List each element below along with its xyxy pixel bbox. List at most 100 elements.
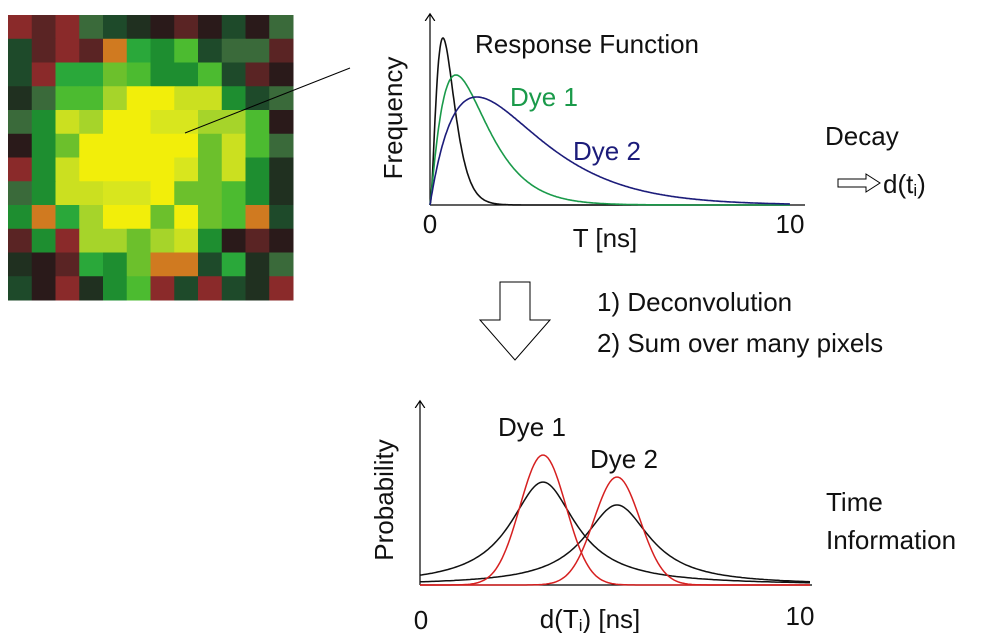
- pixel: [103, 63, 127, 87]
- pixel: [79, 15, 103, 39]
- pixel: [127, 63, 151, 87]
- pixel: [269, 110, 293, 134]
- x-label-main: d(T: [540, 604, 579, 633]
- pixel: [269, 205, 293, 229]
- series-label: Dye 1: [510, 82, 578, 112]
- pixel: [127, 86, 151, 110]
- pixel: [246, 39, 270, 63]
- pixel: [8, 39, 32, 63]
- pixel: [198, 158, 222, 182]
- pixel: [32, 15, 56, 39]
- pixel: [103, 134, 127, 158]
- pixel: [32, 253, 56, 277]
- pixel: [246, 110, 270, 134]
- pixel: [56, 86, 80, 110]
- pixel: [222, 134, 246, 158]
- decay-label: Decay: [825, 121, 899, 151]
- pixel: [32, 158, 56, 182]
- pixel: [246, 158, 270, 182]
- y-label: Frequency: [378, 57, 408, 180]
- decay-symbol: d(ti): [883, 169, 926, 200]
- down-arrow: [480, 282, 550, 360]
- pixel: [127, 158, 151, 182]
- pixel: [8, 229, 32, 253]
- pixel-image: [8, 15, 294, 301]
- plot-title: Response Function: [475, 29, 699, 59]
- pixel: [174, 253, 198, 277]
- pixel: [246, 63, 270, 87]
- x-start: 0: [414, 605, 428, 633]
- pixel: [103, 205, 127, 229]
- pixel: [198, 86, 222, 110]
- pixel: [198, 276, 222, 300]
- pixel: [174, 276, 198, 300]
- pixel: [246, 229, 270, 253]
- pixel: [8, 110, 32, 134]
- pixel: [56, 205, 80, 229]
- pixel: [8, 63, 32, 87]
- pixel: [269, 276, 293, 300]
- pixel: [151, 134, 175, 158]
- pixel: [151, 253, 175, 277]
- pixel: [32, 229, 56, 253]
- figure: Response Function Frequency 0 10 T [ns] …: [0, 0, 995, 633]
- symbol-main: d(t: [883, 169, 914, 199]
- pixel: [198, 205, 222, 229]
- pixel: [198, 63, 222, 87]
- pixel: [32, 205, 56, 229]
- pixel: [56, 63, 80, 87]
- pixel: [246, 276, 270, 300]
- pixel: [79, 205, 103, 229]
- pixel: [222, 181, 246, 205]
- pixel: [8, 15, 32, 39]
- pixel: [103, 181, 127, 205]
- pixel: [79, 181, 103, 205]
- pixel: [246, 86, 270, 110]
- pixel: [79, 276, 103, 300]
- pixel: [269, 134, 293, 158]
- pixel: [222, 39, 246, 63]
- pixel: [79, 63, 103, 87]
- pixel: [174, 229, 198, 253]
- symbol-end: ): [917, 169, 926, 199]
- pixel: [127, 181, 151, 205]
- x-start: 0: [423, 209, 437, 239]
- pixel: [56, 158, 80, 182]
- pixel: [56, 15, 80, 39]
- pixel: [56, 181, 80, 205]
- pixel: [174, 134, 198, 158]
- dye1-narrow: [420, 455, 810, 585]
- pixel: [103, 15, 127, 39]
- pixel: [79, 158, 103, 182]
- pixel: [246, 15, 270, 39]
- time-label: Time: [826, 487, 883, 517]
- pixel: [269, 63, 293, 87]
- pixel: [8, 253, 32, 277]
- x-label: d(Ti) [ns]: [540, 604, 641, 633]
- series-label: Dye 1: [498, 412, 566, 442]
- pixel: [269, 253, 293, 277]
- pixel: [32, 181, 56, 205]
- dye2-broad: [420, 505, 810, 582]
- pixel: [79, 229, 103, 253]
- pixel: [151, 110, 175, 134]
- pixel: [32, 110, 56, 134]
- series-label: Dye 2: [590, 444, 658, 474]
- pixel: [151, 63, 175, 87]
- pixel: [246, 205, 270, 229]
- pixel: [32, 276, 56, 300]
- pixel: [8, 205, 32, 229]
- pixel: [222, 63, 246, 87]
- pixel: [103, 253, 127, 277]
- pixel: [246, 181, 270, 205]
- pixel: [127, 15, 151, 39]
- pixel: [127, 253, 151, 277]
- pixel: [103, 229, 127, 253]
- pixel: [127, 205, 151, 229]
- pixel: [103, 276, 127, 300]
- pixel: [198, 15, 222, 39]
- pixel: [103, 39, 127, 63]
- pixel: [269, 158, 293, 182]
- response-curve: [430, 38, 790, 205]
- series-label: Dye 2: [573, 136, 641, 166]
